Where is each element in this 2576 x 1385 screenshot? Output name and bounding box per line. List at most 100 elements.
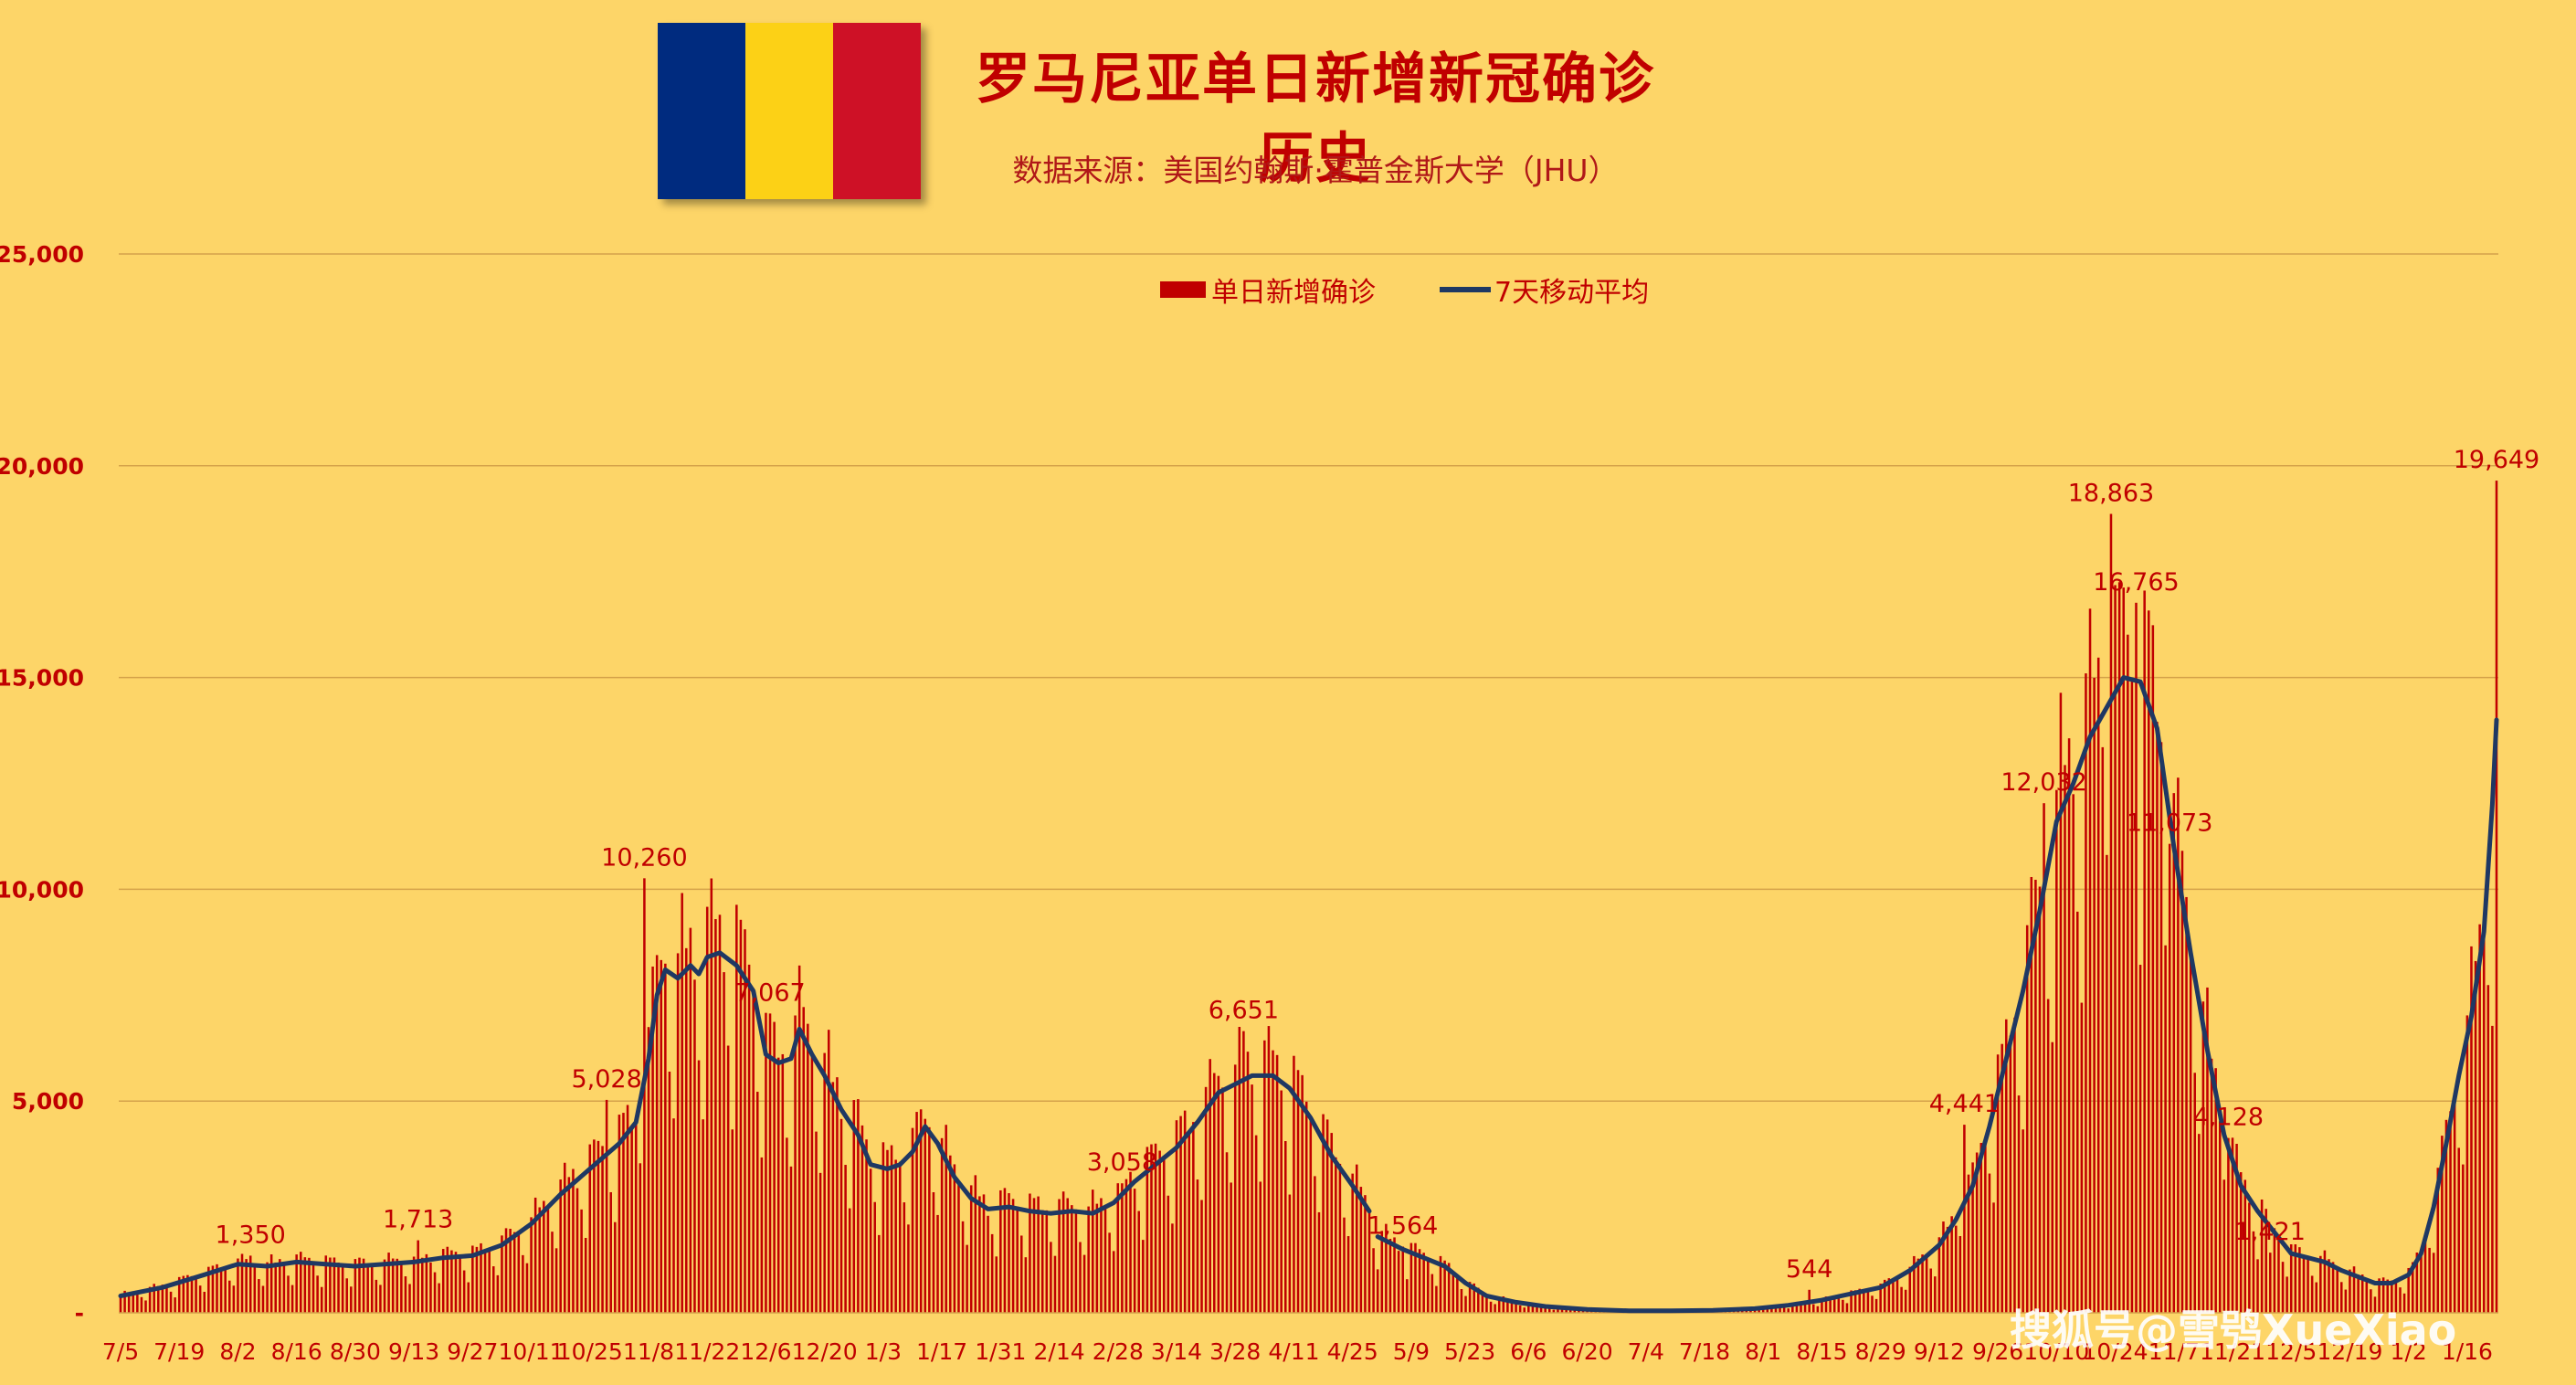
daily-bar <box>1900 1286 1903 1313</box>
daily-bar <box>1578 1309 1580 1313</box>
daily-bar <box>2151 625 2155 1313</box>
daily-bar <box>2005 1019 2008 1313</box>
daily-bar <box>2302 1254 2306 1313</box>
daily-bar <box>467 1282 470 1313</box>
daily-bar <box>454 1252 458 1313</box>
daily-bar <box>810 1052 814 1313</box>
daily-bar <box>1288 1194 1292 1313</box>
daily-bar <box>2373 1296 2377 1313</box>
daily-bar <box>961 1221 965 1313</box>
x-tick-label: 2/28 <box>1093 1338 1144 1365</box>
daily-bar <box>1506 1299 1509 1313</box>
daily-bar <box>169 1291 173 1313</box>
daily-bar <box>882 1142 885 1313</box>
daily-bar <box>488 1248 491 1313</box>
daily-bar <box>216 1263 218 1313</box>
data-label: 1,350 <box>216 1221 286 1249</box>
x-tick-label: 2/14 <box>1033 1338 1084 1365</box>
daily-bar <box>1322 1114 1325 1313</box>
daily-bar <box>2135 602 2138 1313</box>
data-label: 11,073 <box>2127 809 2212 838</box>
daily-bar <box>1137 1211 1140 1313</box>
data-label: 5,028 <box>571 1065 641 1094</box>
daily-bar <box>2101 746 2105 1313</box>
daily-bar <box>1527 1303 1530 1313</box>
daily-bar <box>1330 1133 1333 1313</box>
daily-bar <box>1301 1074 1304 1313</box>
daily-bar <box>765 1012 767 1313</box>
daily-bar <box>987 1215 989 1313</box>
daily-bar <box>2294 1244 2297 1313</box>
daily-bar <box>148 1286 152 1313</box>
daily-bar <box>1393 1237 1396 1313</box>
daily-bar <box>702 1119 704 1313</box>
daily-bar <box>1934 1276 1937 1313</box>
daily-bar <box>2428 1247 2431 1313</box>
daily-bar <box>776 1057 780 1313</box>
daily-bar <box>2231 1137 2234 1313</box>
daily-bar <box>1040 1210 1044 1313</box>
x-tick-label: 9/13 <box>388 1338 439 1365</box>
daily-bar <box>907 1224 910 1313</box>
daily-bar <box>974 1175 977 1313</box>
daily-bar <box>705 906 709 1313</box>
x-tick-label: 11/7 <box>2148 1338 2200 1365</box>
daily-bar <box>739 919 743 1313</box>
daily-bar <box>492 1266 495 1313</box>
daily-bar <box>253 1264 257 1313</box>
daily-bar <box>274 1262 277 1313</box>
daily-bar <box>1188 1130 1191 1313</box>
daily-bar <box>224 1266 227 1313</box>
daily-bar <box>1824 1296 1828 1313</box>
daily-bar <box>412 1256 416 1313</box>
daily-bar <box>1473 1283 1475 1313</box>
daily-bar <box>655 955 659 1313</box>
daily-bar <box>311 1264 315 1313</box>
daily-bar <box>1016 1210 1019 1313</box>
daily-bar <box>932 1192 935 1313</box>
daily-bar <box>161 1285 164 1313</box>
data-label: 7,067 <box>734 978 805 1007</box>
daily-bar <box>1129 1171 1132 1313</box>
daily-bar <box>898 1161 902 1313</box>
daily-bar <box>1335 1157 1337 1313</box>
daily-bar <box>588 1144 592 1313</box>
daily-bar <box>718 915 722 1313</box>
daily-bar <box>1032 1198 1036 1313</box>
x-tick-label: 3/14 <box>1151 1338 1202 1365</box>
x-tick-label: 11/22 <box>674 1338 740 1365</box>
daily-bar <box>1967 1174 1970 1313</box>
daily-bar <box>2198 1134 2201 1313</box>
daily-bar <box>2013 1017 2016 1313</box>
daily-bar <box>1267 1026 1271 1313</box>
daily-bar <box>337 1262 340 1313</box>
daily-bar <box>504 1228 508 1313</box>
daily-bar <box>2177 777 2180 1313</box>
daily-bar <box>1351 1173 1354 1313</box>
daily-bar <box>878 1234 881 1313</box>
daily-bar <box>903 1202 906 1313</box>
daily-bar <box>2399 1287 2402 1313</box>
daily-bar <box>1254 1135 1258 1313</box>
daily-bar <box>290 1285 294 1313</box>
daily-bar <box>127 1293 131 1313</box>
daily-bar <box>2127 634 2129 1313</box>
daily-bar <box>2080 1002 2084 1313</box>
daily-bar <box>1116 1183 1120 1313</box>
daily-bar <box>471 1245 474 1313</box>
daily-bar <box>2168 843 2171 1313</box>
daily-bar <box>643 878 646 1313</box>
daily-bar <box>1246 1052 1250 1313</box>
data-label: 4,128 <box>2193 1104 2264 1132</box>
daily-bar <box>2462 1164 2465 1313</box>
daily-bar <box>1958 1236 1962 1313</box>
daily-bar <box>119 1295 122 1313</box>
daily-bar <box>2093 677 2096 1313</box>
x-tick-label: 8/2 <box>219 1338 256 1365</box>
daily-bar <box>2386 1279 2389 1313</box>
daily-bar <box>2381 1277 2385 1313</box>
daily-bar <box>1452 1271 1455 1313</box>
daily-bar <box>575 1188 579 1313</box>
data-label: 1,713 <box>383 1206 453 1234</box>
